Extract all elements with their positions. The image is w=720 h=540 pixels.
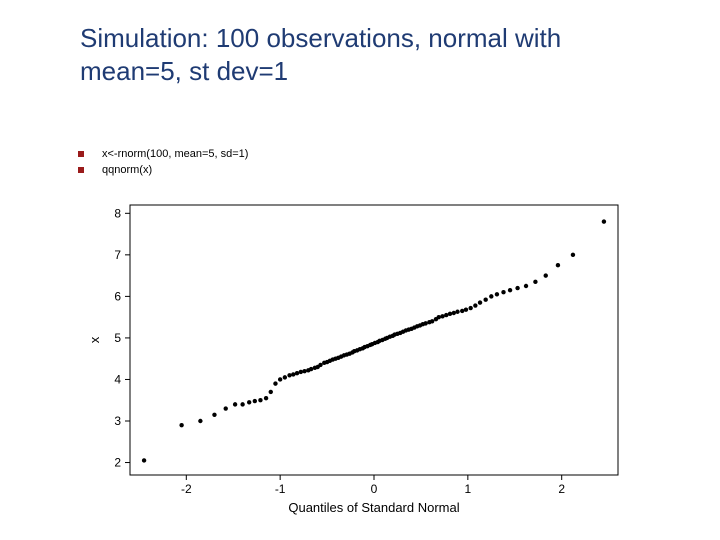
- svg-text:6: 6: [114, 289, 121, 303]
- slide: Simulation: 100 observations, normal wit…: [0, 0, 720, 540]
- qq-plot: -2 -1 0 1 2 2 3 4 5 6 7 8 Quantiles of Standard Norm…: [85, 195, 630, 520]
- bullet-marker-icon: [78, 167, 84, 173]
- svg-text:4: 4: [114, 372, 121, 386]
- chart-svg: -2 -1 0 1 2 2 3 4 5 6 7 8 Quantiles of Standard Norm…: [85, 195, 630, 520]
- svg-text:8: 8: [114, 206, 121, 220]
- svg-text:1: 1: [465, 482, 472, 496]
- bullet-text: qqnorm(x): [102, 164, 152, 176]
- svg-text:7: 7: [114, 248, 121, 262]
- svg-text:5: 5: [114, 331, 121, 345]
- svg-text:Quantiles of Standard Normal: Quantiles of Standard Normal: [288, 500, 459, 515]
- bullet-text: x<-rnorm(100, mean=5, sd=1): [102, 148, 248, 160]
- svg-text:3: 3: [114, 414, 121, 428]
- slide-title: Simulation: 100 observations, normal wit…: [80, 22, 640, 87]
- code-bullets: x<-rnorm(100, mean=5, sd=1) qqnorm(x): [78, 148, 248, 180]
- svg-text:0: 0: [371, 482, 378, 496]
- svg-text:-2: -2: [181, 482, 192, 496]
- svg-text:2: 2: [114, 456, 121, 470]
- svg-text:-1: -1: [275, 482, 286, 496]
- bullet-marker-icon: [78, 151, 84, 157]
- svg-text:2: 2: [558, 482, 565, 496]
- svg-text:x: x: [87, 336, 102, 343]
- bullet-row: x<-rnorm(100, mean=5, sd=1): [78, 148, 248, 160]
- bullet-row: qqnorm(x): [78, 164, 248, 176]
